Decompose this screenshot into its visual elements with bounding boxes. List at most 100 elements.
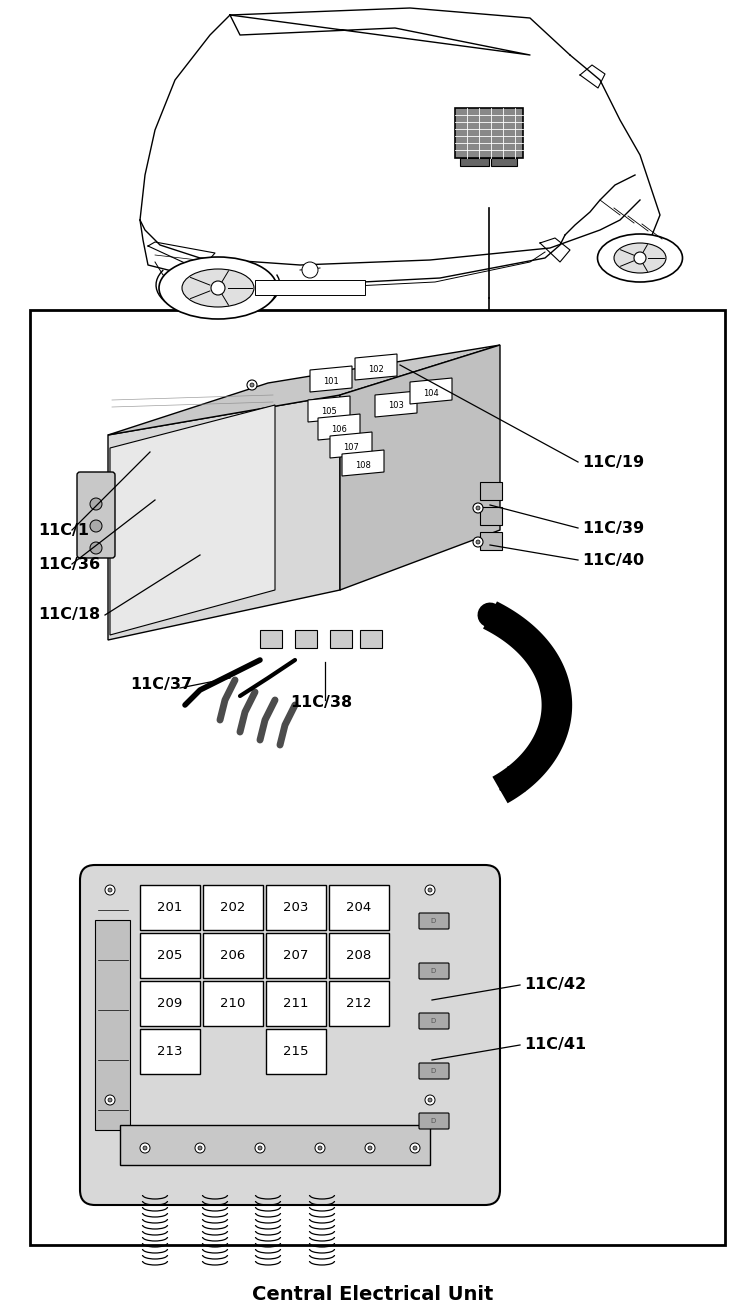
Bar [491, 159, 517, 166]
Circle shape [258, 1146, 262, 1150]
Polygon shape [110, 405, 275, 635]
Ellipse shape [614, 243, 666, 273]
Text: D: D [430, 1118, 436, 1124]
Bar [295, 631, 317, 648]
Circle shape [250, 383, 254, 387]
Text: Central Electrical Unit: Central Electrical Unit [252, 1286, 494, 1304]
Bar [480, 507, 502, 524]
Circle shape [425, 885, 435, 895]
Circle shape [425, 1095, 435, 1105]
Text: 102: 102 [368, 364, 384, 374]
Bar [360, 631, 382, 648]
Ellipse shape [598, 233, 683, 282]
Text: 203: 203 [283, 901, 309, 914]
Circle shape [140, 1143, 150, 1152]
Bar [120, 1125, 430, 1165]
Bar [460, 159, 489, 166]
Text: 11C/41: 11C/41 [524, 1037, 586, 1053]
Circle shape [108, 1099, 112, 1103]
Bar [140, 933, 200, 978]
Circle shape [428, 888, 432, 891]
Circle shape [476, 540, 480, 544]
Text: 11C/42: 11C/42 [524, 978, 586, 992]
Circle shape [634, 252, 646, 264]
Text: 11C/38: 11C/38 [290, 696, 352, 711]
Polygon shape [108, 395, 340, 640]
Text: 108: 108 [355, 460, 371, 469]
Bar [140, 1029, 200, 1074]
Circle shape [428, 1099, 432, 1103]
FancyBboxPatch shape [80, 865, 500, 1205]
Text: 11C/40: 11C/40 [582, 552, 644, 568]
Bar [203, 885, 263, 929]
Ellipse shape [159, 257, 277, 319]
Bar [255, 281, 365, 295]
Bar [260, 631, 282, 648]
Circle shape [410, 1143, 420, 1152]
Bar [329, 981, 389, 1027]
FancyBboxPatch shape [77, 472, 115, 558]
Circle shape [413, 1146, 417, 1150]
Polygon shape [330, 433, 372, 458]
Bar [140, 981, 200, 1027]
Text: 11C/18: 11C/18 [38, 607, 100, 623]
Circle shape [195, 1143, 205, 1152]
Bar [140, 885, 200, 929]
Text: 204: 204 [347, 901, 371, 914]
Text: 101: 101 [323, 376, 339, 385]
Text: D: D [430, 1068, 436, 1074]
Text: 106: 106 [331, 425, 347, 434]
Circle shape [105, 885, 115, 895]
Circle shape [90, 520, 102, 532]
Circle shape [476, 506, 480, 510]
Circle shape [255, 1143, 265, 1152]
Text: 209: 209 [158, 996, 182, 1009]
Circle shape [473, 503, 483, 513]
Text: 213: 213 [158, 1045, 183, 1058]
Bar [330, 631, 352, 648]
Polygon shape [342, 450, 384, 476]
Circle shape [247, 380, 257, 389]
Text: 201: 201 [158, 901, 183, 914]
Bar [480, 482, 502, 499]
Ellipse shape [182, 269, 254, 307]
Text: 103: 103 [388, 401, 404, 410]
Polygon shape [355, 354, 397, 380]
Circle shape [90, 541, 102, 555]
Text: 210: 210 [220, 996, 246, 1009]
Circle shape [105, 1095, 115, 1105]
Bar [266, 981, 326, 1027]
Text: 11C/39: 11C/39 [582, 520, 644, 535]
Polygon shape [340, 345, 500, 590]
Circle shape [365, 1143, 375, 1152]
Polygon shape [500, 767, 525, 792]
Bar [329, 885, 389, 929]
Bar [266, 885, 326, 929]
FancyBboxPatch shape [419, 964, 449, 979]
Bar [30, 309, 725, 1245]
Text: 107: 107 [343, 443, 359, 451]
Text: 11C/36: 11C/36 [38, 556, 100, 572]
Text: 208: 208 [347, 949, 371, 962]
Circle shape [368, 1146, 372, 1150]
Bar [266, 1029, 326, 1074]
Text: 202: 202 [220, 901, 246, 914]
Text: 215: 215 [283, 1045, 309, 1058]
Text: D: D [430, 1019, 436, 1024]
Text: 11C/37: 11C/37 [130, 678, 192, 692]
Circle shape [90, 498, 102, 510]
Circle shape [198, 1146, 202, 1150]
Circle shape [318, 1146, 322, 1150]
Circle shape [315, 1143, 325, 1152]
Circle shape [143, 1146, 147, 1150]
FancyBboxPatch shape [419, 1013, 449, 1029]
Polygon shape [108, 345, 500, 435]
Text: D: D [430, 918, 436, 924]
Polygon shape [318, 414, 360, 440]
Polygon shape [375, 391, 417, 417]
Bar [329, 933, 389, 978]
Circle shape [302, 262, 318, 278]
Text: D: D [430, 968, 436, 974]
Text: 11C/1: 11C/1 [38, 523, 89, 538]
FancyBboxPatch shape [419, 912, 449, 929]
